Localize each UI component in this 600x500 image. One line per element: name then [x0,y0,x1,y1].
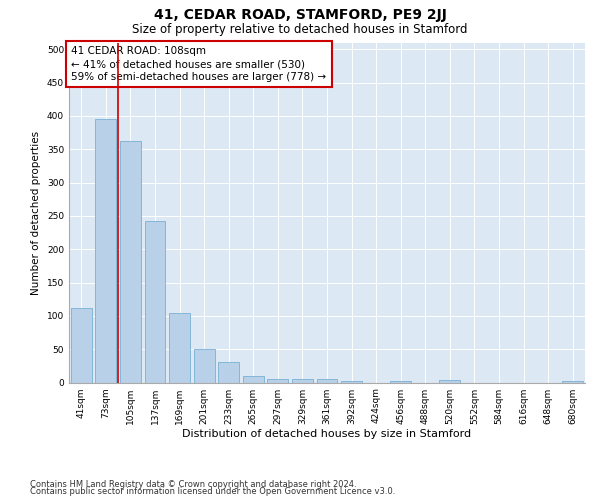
Bar [317,378,337,382]
Text: Contains HM Land Registry data © Crown copyright and database right 2024.: Contains HM Land Registry data © Crown c… [30,480,356,489]
Bar [390,380,411,382]
Text: Size of property relative to detached houses in Stamford: Size of property relative to detached ho… [132,22,468,36]
Bar [562,380,583,382]
Text: 41, CEDAR ROAD, STAMFORD, PE9 2JJ: 41, CEDAR ROAD, STAMFORD, PE9 2JJ [154,8,446,22]
Text: Contains public sector information licensed under the Open Government Licence v3: Contains public sector information licen… [30,488,395,496]
Bar [194,349,215,382]
Text: 41 CEDAR ROAD: 108sqm
← 41% of detached houses are smaller (530)
59% of semi-det: 41 CEDAR ROAD: 108sqm ← 41% of detached … [71,46,326,82]
Bar [292,379,313,382]
Bar [95,118,116,382]
X-axis label: Distribution of detached houses by size in Stamford: Distribution of detached houses by size … [182,430,472,440]
Bar [341,381,362,382]
Bar [439,380,460,382]
Bar [169,313,190,382]
Bar [71,308,92,382]
Y-axis label: Number of detached properties: Number of detached properties [31,130,41,294]
Bar [268,378,289,382]
Bar [120,141,141,382]
Bar [145,220,166,382]
Bar [243,376,264,382]
Bar [218,362,239,382]
